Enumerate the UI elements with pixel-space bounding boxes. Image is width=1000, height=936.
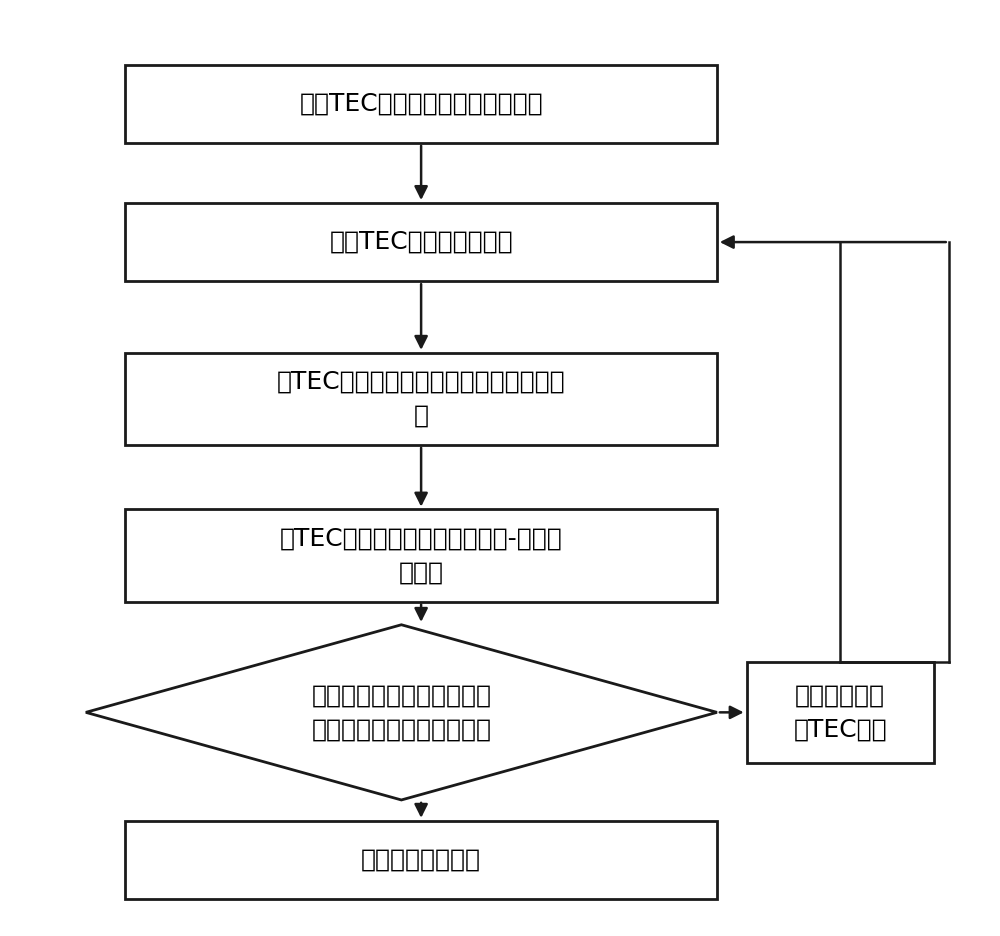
Text: 构建TEC芯片的三维模型: 构建TEC芯片的三维模型	[329, 230, 513, 254]
Text: 获取TEC芯片外部及内部几何尺寸: 获取TEC芯片外部及内部几何尺寸	[299, 92, 543, 116]
Bar	[125, 203, 717, 282]
Polygon shape	[86, 624, 717, 800]
Bar	[125, 509, 717, 602]
Text: 保存最优合理参数: 保存最优合理参数	[361, 848, 481, 872]
Text: 获取仿真数据，与预设结果
对比分析，判断是否相符合: 获取仿真数据，与预设结果 对比分析，判断是否相符合	[311, 683, 491, 741]
Bar	[125, 353, 717, 445]
Text: 对TEC芯片的三维模型进行有限元网格划
分: 对TEC芯片的三维模型进行有限元网格划 分	[277, 370, 565, 428]
Text: 修改参数，优
化TEC芯片: 修改参数，优 化TEC芯片	[793, 683, 887, 741]
Bar	[747, 662, 934, 763]
Bar	[125, 65, 717, 143]
Bar	[125, 821, 717, 899]
Text: 对TEC芯片的有限元模型进行电-热耦合
场分析: 对TEC芯片的有限元模型进行电-热耦合 场分析	[280, 527, 562, 584]
